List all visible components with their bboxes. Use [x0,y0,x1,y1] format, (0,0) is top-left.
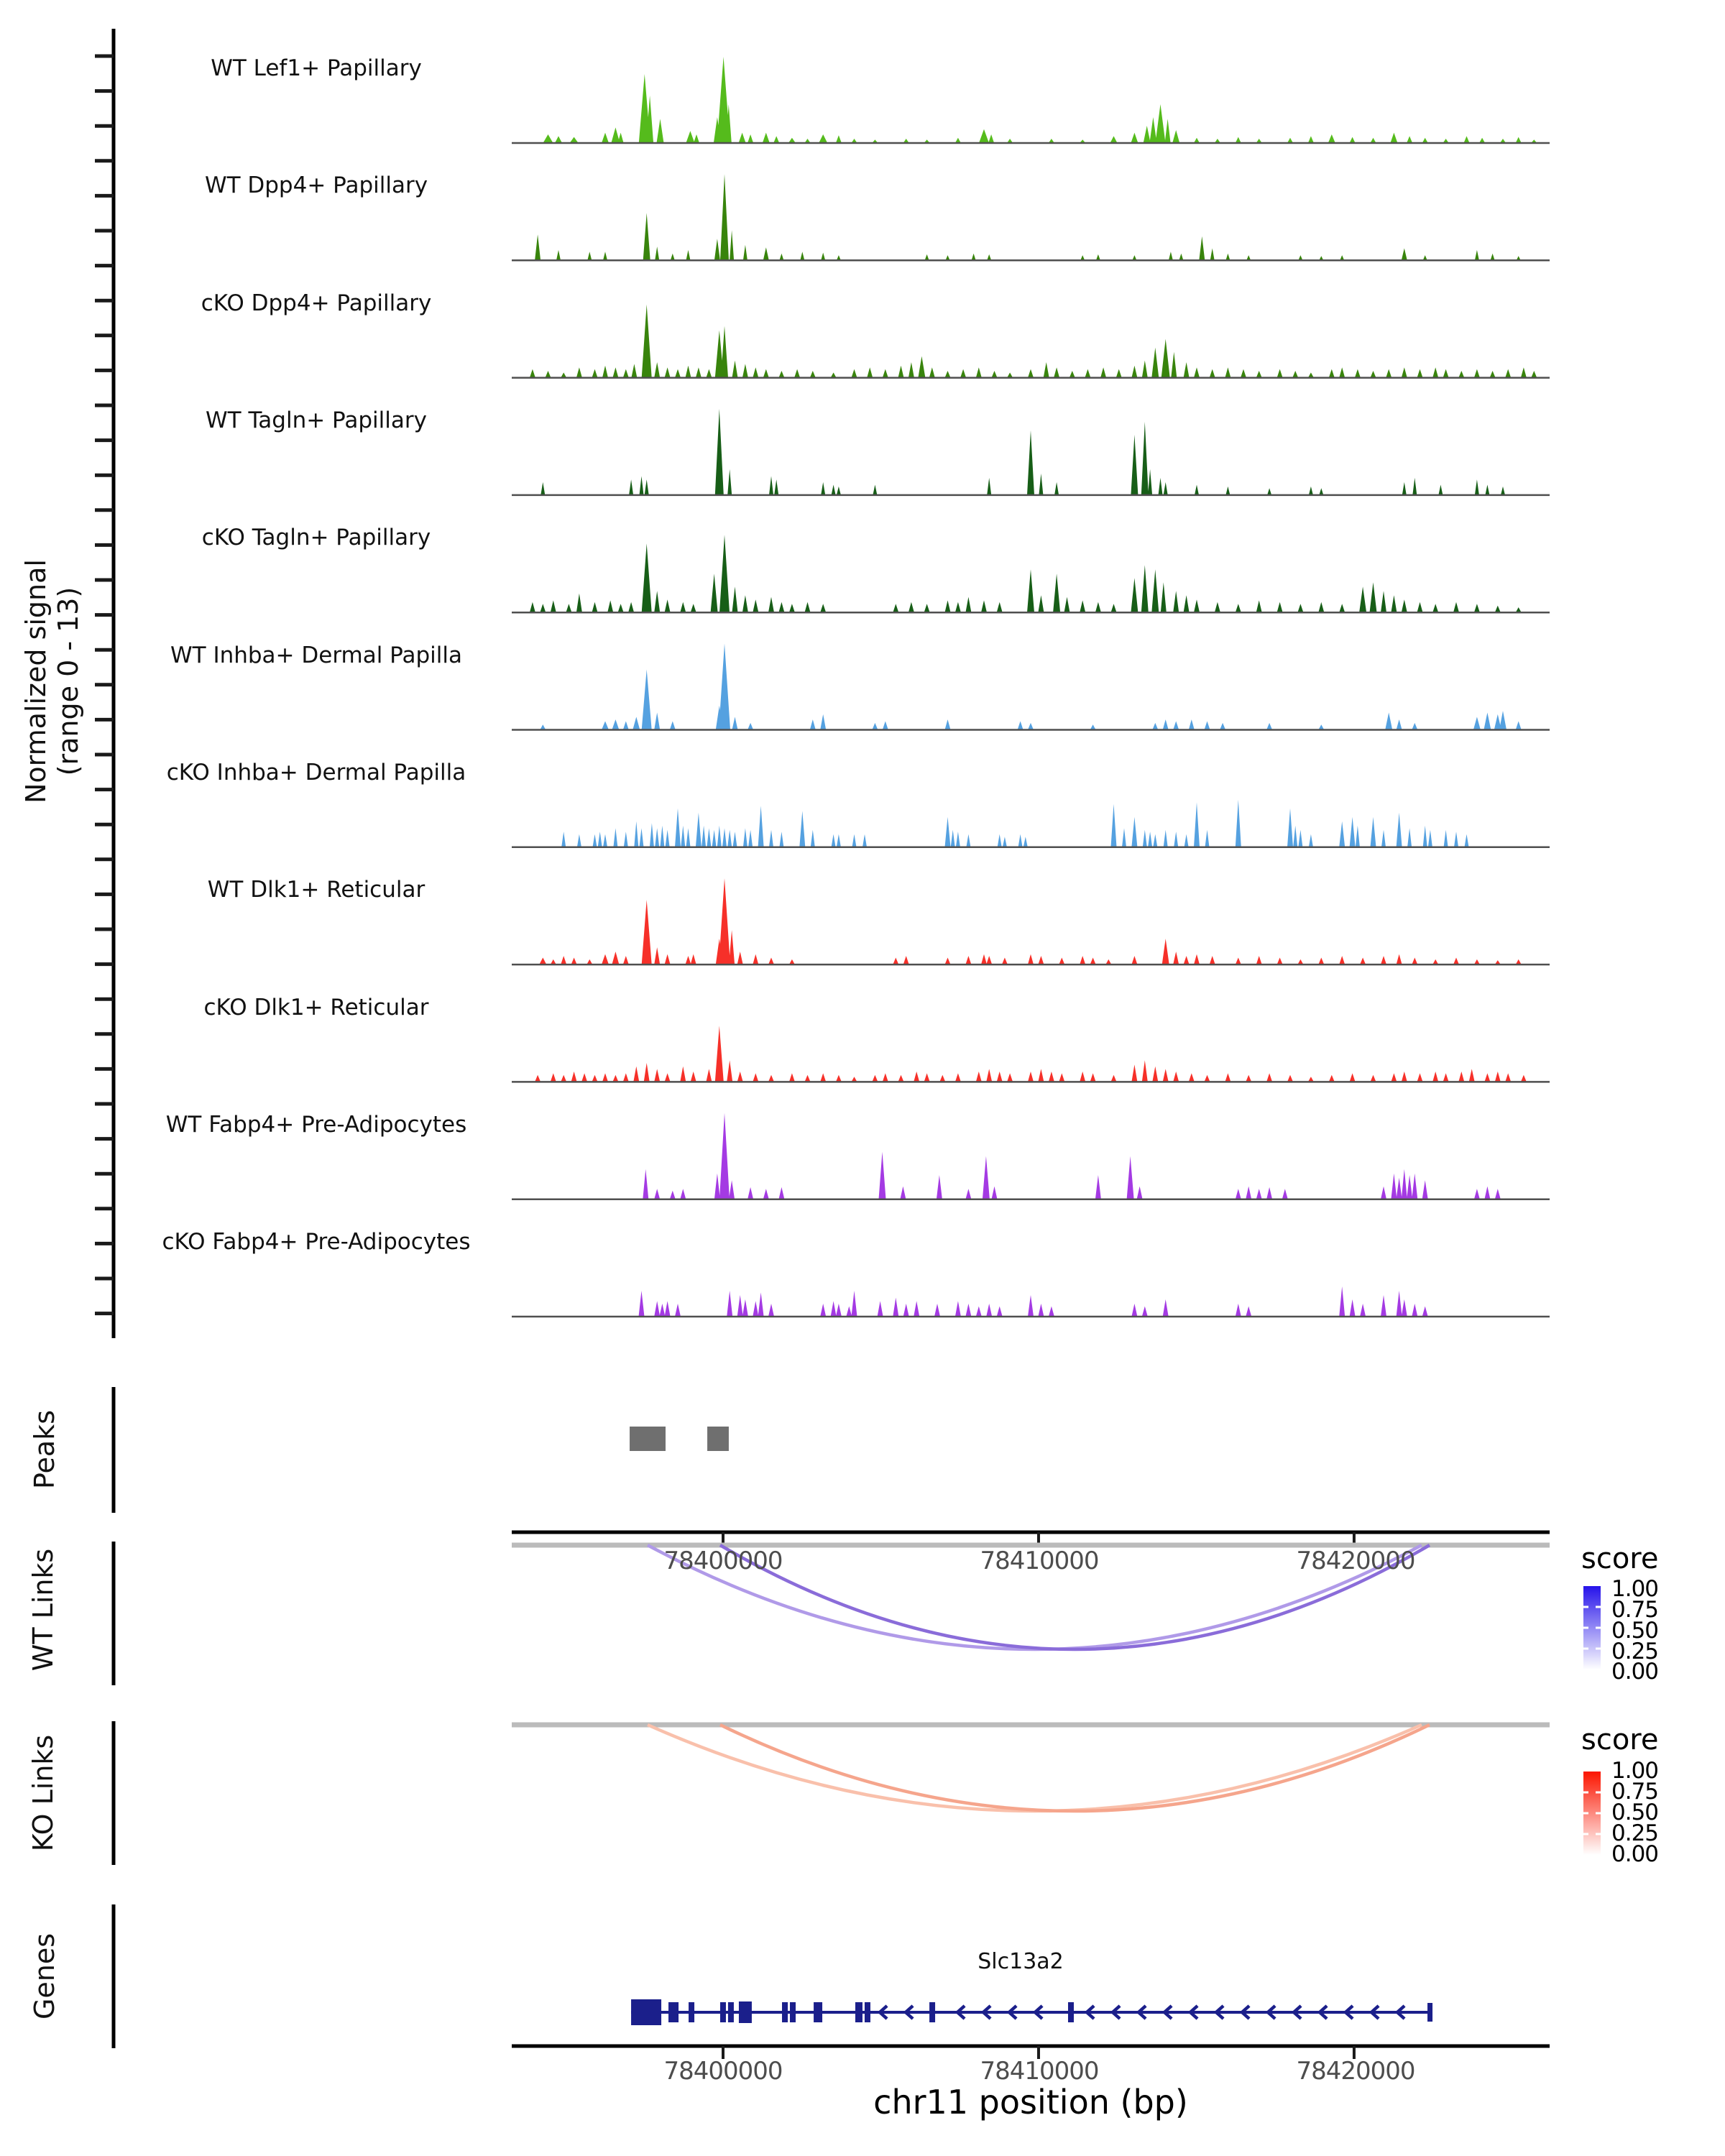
gene-exon-12 [1067,2002,1074,2022]
gene-strand-chevron [1239,2004,1251,2020]
gene-exon-8 [814,2002,823,2022]
gene-exon-13 [1427,2003,1433,2022]
track-label-cko-dlk1: cKO Dlk1+ Reticular [203,995,429,1021]
signal-area-track-6 [512,799,1550,847]
y-axis-label-line2: (range 0 - 13) [52,586,84,776]
gene-strand-chevron [1162,2004,1173,2020]
gene-strand-chevron [1110,2004,1121,2020]
ko-legend-label-050: 0.50 [1611,1800,1659,1825]
signal-area-track-1 [512,174,1550,261]
gene-exon-5 [738,2001,752,2023]
ko-legend-label-025: 0.25 [1611,1820,1659,1846]
signal-area-track-5 [512,643,1550,730]
bottom-axis-tick-78420000: 78420000 [1296,2057,1415,2086]
signal-area-track-2 [512,304,1550,378]
signal-area-track-3 [512,408,1550,495]
ko-links-arc-0 [647,1723,1422,1813]
track-label-wt-fabp4: WT Fabp4+ Pre-Adipocytes [165,1112,467,1138]
signal-area-track-8 [512,1026,1550,1082]
bottom-axis-tick-78400000: 78400000 [663,2057,783,2086]
track-label-wt-dpp4: WT Dpp4+ Papillary [204,172,428,198]
wt-legend-label-100: 1.00 [1611,1576,1659,1602]
gene-exon-1 [668,2002,679,2022]
ko-legend-label-100: 1.00 [1611,1758,1659,1784]
wt-legend-label-050: 0.50 [1611,1618,1659,1644]
gene-strand-chevron [903,2004,914,2020]
gene-strand-chevron [980,2004,992,2020]
gene-strand-chevron [1187,2004,1199,2020]
gene-exon-4 [727,2002,734,2022]
peak-interval-1 [707,1427,729,1451]
y-axis-label-line1: Normalized signal [20,559,52,803]
track-label-cko-fabp4: cKO Fabp4+ Pre-Adipocytes [162,1229,471,1255]
gene-exon-9 [855,2002,862,2022]
top-axis-tick-78410000: 78410000 [980,1547,1099,1575]
track-label-wt-tagln: WT Tagln+ Papillary [206,407,427,433]
wt-legend-label-025: 0.25 [1611,1639,1659,1664]
track-label-wt-dlk1: WT Dlk1+ Reticular [207,877,426,903]
wt-links-legend-title: score [1581,1542,1659,1575]
gene-strand-chevron [1368,2004,1380,2020]
top-axis-tick-78420000: 78420000 [1296,1547,1415,1575]
wt-legend-label-075: 0.75 [1611,1597,1659,1623]
gene-exon-11 [929,2002,936,2022]
signal-area-track-7 [512,878,1550,965]
signal-area-track-4 [512,535,1550,613]
gene-strand-chevron [1032,2004,1044,2020]
gene-strand-chevron [1006,2004,1018,2020]
ko-legend-label-075: 0.75 [1611,1779,1659,1805]
peak-interval-0 [630,1427,666,1451]
gene-strand-chevron [954,2004,966,2020]
top-axis-tick-78400000: 78400000 [663,1547,783,1575]
gene-exon-10 [864,2002,870,2022]
gene-strand-chevron [1394,2004,1406,2020]
gene-strand-chevron [1291,2004,1302,2020]
gene-strand-chevron [1317,2004,1328,2020]
gene-exon-7 [789,2002,796,2022]
wt-legend-label-000: 0.00 [1611,1659,1659,1685]
gene-exon-2 [689,2002,695,2022]
gene-strand-chevron [1343,2004,1354,2020]
track-label-wt-inhba: WT Inhba+ Dermal Papilla [170,642,462,668]
genes-panel-label: Genes [29,1932,60,2020]
gene-exon-3 [719,2002,726,2022]
bottom-axis-tick-78410000: 78410000 [980,2057,1099,2086]
gene-strand-chevron [1136,2004,1147,2020]
x-axis-label: chr11 position (bp) [873,2083,1188,2122]
gene-name-label: Slc13a2 [978,1949,1064,1974]
gene-strand-chevron [1213,2004,1225,2020]
signal-area-track-9 [512,1112,1550,1199]
ko-legend-label-000: 0.00 [1611,1841,1659,1867]
gene-exon-6 [782,2002,788,2022]
track-label-wt-lef1: WT Lef1+ Papillary [211,55,422,81]
gene-strand-chevron [1084,2004,1095,2020]
gene-strand-chevron [877,2004,888,2020]
track-label-cko-inhba: cKO Inhba+ Dermal Papilla [166,760,466,786]
gene-exon-0 [631,1999,662,2025]
wt-links-arc-1 [719,1544,1431,1651]
signal-area-track-0 [512,57,1550,143]
track-label-cko-tagln: cKO Tagln+ Papillary [201,525,431,550]
signal-area-track-10 [512,1286,1550,1317]
gene-strand-chevron [1265,2004,1276,2020]
ko-links-legend-title: score [1581,1723,1659,1756]
track-label-cko-dpp4: cKO Dpp4+ Papillary [201,290,432,316]
ko-links-arc-1 [719,1723,1430,1813]
